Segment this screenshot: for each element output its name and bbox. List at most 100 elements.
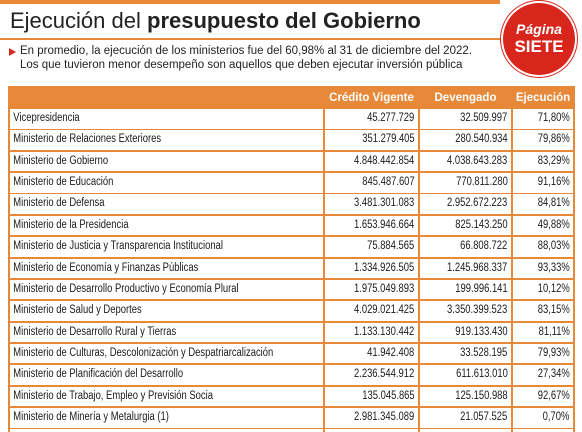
row-label: Ministerio de Salud y Deportes: [10, 301, 323, 321]
cell-text: 3.350.399.523: [447, 304, 508, 317]
cell-value: 45.277.729: [325, 109, 418, 129]
cell-value: 845.487.607: [325, 173, 418, 193]
cell-text: Ministerio de Relaciones Exteriores: [13, 133, 162, 146]
logo-text: Página: [516, 21, 562, 37]
cell-text: Ministerio de Desarrollo Rural y Tierras: [13, 325, 177, 338]
cell-value: 88,03%: [513, 237, 573, 257]
row-label: Ministerio de Educación: [10, 173, 323, 193]
cell-value: 93,33%: [513, 258, 573, 279]
cell-blank: [325, 429, 418, 432]
cell-text: 845.487.607: [362, 176, 415, 189]
row-label: Ministerio de Planificación del Desarrol…: [10, 365, 323, 385]
cell-text: 66.808.722: [460, 240, 508, 253]
cell-text: Ministerio de Culturas, Descolonización …: [13, 346, 274, 359]
cell-value: 280.540.934: [420, 130, 511, 150]
cell-text: 199.996.141: [455, 282, 508, 295]
cell-value: 0,70%: [513, 408, 573, 428]
logo-text: SIETE: [514, 37, 564, 56]
cell-value: 4.038.643.283: [420, 151, 511, 172]
cell-value: 1.975.049.893: [325, 279, 418, 300]
cell-text: 4.029.021.425: [354, 304, 415, 317]
cell-text: 1.133.130.442: [354, 325, 415, 338]
cell-text: Ministerio de Defensa: [13, 197, 105, 210]
cell-text: 27,34%: [537, 368, 570, 381]
title: Ejecución del presupuesto del Gobierno: [10, 8, 421, 34]
cell-value: 33.528.195: [420, 343, 511, 364]
cell-text: 770.811.280: [455, 176, 508, 189]
row-label: Ministerio de Justicia y Transparencia I…: [10, 237, 323, 257]
cell-text: 3.481.301.083: [354, 197, 415, 210]
cell-text: Ministerio de Justicia y Transparencia I…: [13, 240, 223, 253]
row-label: Ministerio de Defensa: [10, 194, 323, 214]
row-label: Ministerio de Desarrollo Rural y Tierras: [10, 322, 323, 343]
cell-value: 3.481.301.083: [325, 194, 418, 214]
cell-text: 75.884.565: [367, 240, 415, 253]
title-bold: presupuesto del Gobierno: [147, 8, 421, 33]
cell-text: Ministerio de Planificación del Desarrol…: [13, 368, 184, 381]
cell-value: 770.811.280: [420, 173, 511, 193]
cell-text: 21.057.525: [460, 411, 508, 424]
cell-value: 611.613.010: [420, 365, 511, 385]
cell-value: 351.279.405: [325, 130, 418, 150]
cell-text: 351.279.405: [362, 133, 415, 146]
subtitle-line: En promedio, la ejecución de los ministe…: [20, 45, 472, 57]
cell-text: 83,15%: [537, 304, 570, 317]
row-label: Vicepresidencia: [10, 109, 323, 129]
cell-text: Ministerio de la Presidencia: [13, 218, 129, 231]
cell-value: 3.350.399.523: [420, 301, 511, 321]
cell-text: 1.975.049.893: [354, 282, 415, 295]
cell-value: 10,12%: [513, 279, 573, 300]
cell-blank: [10, 429, 323, 432]
cell-text: 1.245.968.337: [447, 261, 508, 274]
cell-text: Vicepresidencia: [13, 112, 80, 124]
subtitle-line: Los que tuvieron menor desempeño son aqu…: [20, 59, 463, 71]
cell-text: Ministerio de Educación: [13, 176, 114, 189]
cell-value: 41.942.408: [325, 343, 418, 364]
cell-value: 83,29%: [513, 151, 573, 172]
row-label: Ministerio de Minería y Metalurgia (1): [10, 408, 323, 428]
cell-value: 32.509.997: [420, 109, 511, 129]
cell-text: Ministerio de Gobierno: [13, 154, 109, 167]
cell-value: 75.884.565: [325, 237, 418, 257]
row-label: Ministerio de Desarrollo Productivo y Ec…: [10, 279, 323, 300]
cell-blank: [420, 429, 511, 432]
cell-value: 825.143.250: [420, 215, 511, 236]
cell-text: 1.653.946.664: [354, 218, 415, 231]
cell-text: 2.981.345.089: [354, 411, 415, 424]
cell-value: 91,16%: [513, 173, 573, 193]
cell-value: 2.236.544.912: [325, 365, 418, 385]
row-label: Ministerio de Gobierno: [10, 151, 323, 172]
cell-value: 1.334.926.505: [325, 258, 418, 279]
cell-text: 135.045.865: [362, 389, 415, 402]
cell-value: 135.045.865: [325, 386, 418, 407]
cell-text: 84,81%: [537, 197, 570, 210]
row-label: Ministerio de la Presidencia: [10, 215, 323, 236]
cell-text: Ministerio de Salud y Deportes: [13, 304, 142, 317]
cell-text: 92,67%: [537, 389, 570, 402]
cell-text: 2.952.672.223: [447, 197, 508, 210]
cell-value: 21.057.525: [420, 408, 511, 428]
cell-text: 91,16%: [537, 176, 570, 189]
cell-text: 41.942.408: [367, 346, 415, 359]
cell-text: 4.848.442.854: [354, 154, 415, 167]
cell-text: 919.133.430: [455, 325, 508, 338]
cell-value: 1.653.946.664: [325, 215, 418, 236]
cell-text: Ministerio de Minería y Metalurgia (1): [13, 411, 169, 424]
cell-value: 71,80%: [513, 109, 573, 129]
cell-text: 1.334.926.505: [354, 261, 415, 274]
title-rule: [0, 38, 500, 40]
cell-value: 79,93%: [513, 343, 573, 364]
title-plain: Ejecución del: [10, 8, 141, 33]
column-header: Devengado: [434, 92, 497, 104]
cell-text: 2.236.544.912: [354, 368, 415, 381]
cell-value: 81,11%: [513, 322, 573, 343]
cell-text: Ministerio de Economía y Finanzas Públic…: [13, 261, 199, 274]
row-label: Ministerio de Relaciones Exteriores: [10, 130, 323, 150]
cell-text: 45.277.729: [367, 112, 415, 124]
cell-text: 93,33%: [537, 261, 570, 274]
cell-value: 4.848.442.854: [325, 151, 418, 172]
table: Crédito Vigente Devengado Ejecución Vicepre…: [8, 86, 575, 432]
cell-value: 92,67%: [513, 386, 573, 407]
bullet: [9, 48, 16, 56]
